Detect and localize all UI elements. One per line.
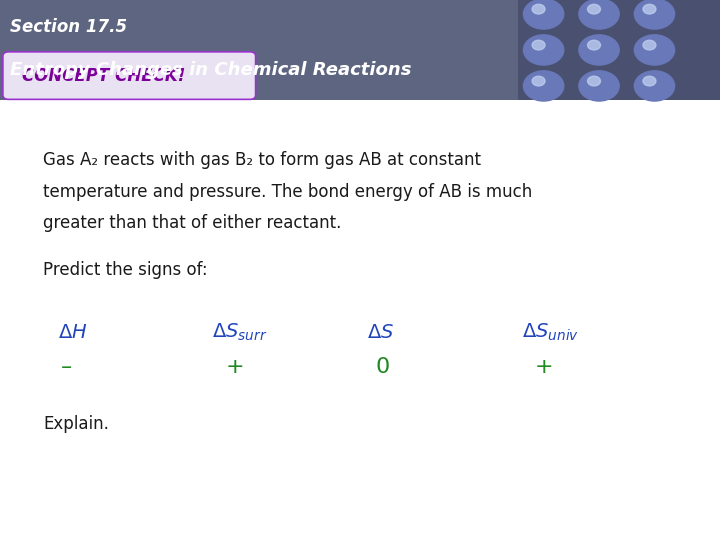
- Circle shape: [634, 0, 675, 29]
- Circle shape: [643, 76, 656, 86]
- Text: Gas A₂ reacts with gas B₂ to form gas AB at constant: Gas A₂ reacts with gas B₂ to form gas AB…: [43, 151, 481, 169]
- Text: CONCEPT CHECK!: CONCEPT CHECK!: [22, 66, 185, 85]
- Text: $\mathit{\Delta H}$: $\mathit{\Delta H}$: [58, 322, 87, 342]
- Text: $\mathit{\Delta S}_{\mathit{surr}}$: $\mathit{\Delta S}_{\mathit{surr}}$: [212, 321, 268, 343]
- Circle shape: [579, 0, 619, 29]
- Text: Section 17.5: Section 17.5: [10, 18, 127, 36]
- Text: Explain.: Explain.: [43, 415, 109, 433]
- Text: $\mathit{\Delta S}_{\mathit{univ}}$: $\mathit{\Delta S}_{\mathit{univ}}$: [522, 321, 579, 343]
- Circle shape: [579, 35, 619, 65]
- Circle shape: [532, 76, 545, 86]
- Circle shape: [588, 4, 600, 14]
- Circle shape: [643, 40, 656, 50]
- Circle shape: [523, 71, 564, 101]
- Text: $\mathit{\Delta S}$: $\mathit{\Delta S}$: [367, 322, 395, 342]
- Circle shape: [532, 40, 545, 50]
- Text: 0: 0: [376, 357, 390, 377]
- Text: +: +: [225, 357, 244, 377]
- Circle shape: [523, 35, 564, 65]
- Circle shape: [643, 4, 656, 14]
- Circle shape: [634, 71, 675, 101]
- Circle shape: [634, 35, 675, 65]
- Circle shape: [588, 40, 600, 50]
- Circle shape: [588, 76, 600, 86]
- Circle shape: [579, 71, 619, 101]
- Text: Entropy Changes in Chemical Reactions: Entropy Changes in Chemical Reactions: [10, 61, 412, 79]
- Text: +: +: [535, 357, 554, 377]
- Bar: [0, 0, 518, 100]
- FancyBboxPatch shape: [3, 52, 256, 99]
- Text: Predict the signs of:: Predict the signs of:: [43, 261, 208, 279]
- Circle shape: [532, 4, 545, 14]
- Text: temperature and pressure. The bond energy of AB is much: temperature and pressure. The bond energ…: [43, 183, 533, 200]
- Text: greater than that of either reactant.: greater than that of either reactant.: [43, 214, 341, 232]
- Text: –: –: [61, 357, 73, 377]
- Bar: [518, 0, 720, 100]
- Circle shape: [523, 0, 564, 29]
